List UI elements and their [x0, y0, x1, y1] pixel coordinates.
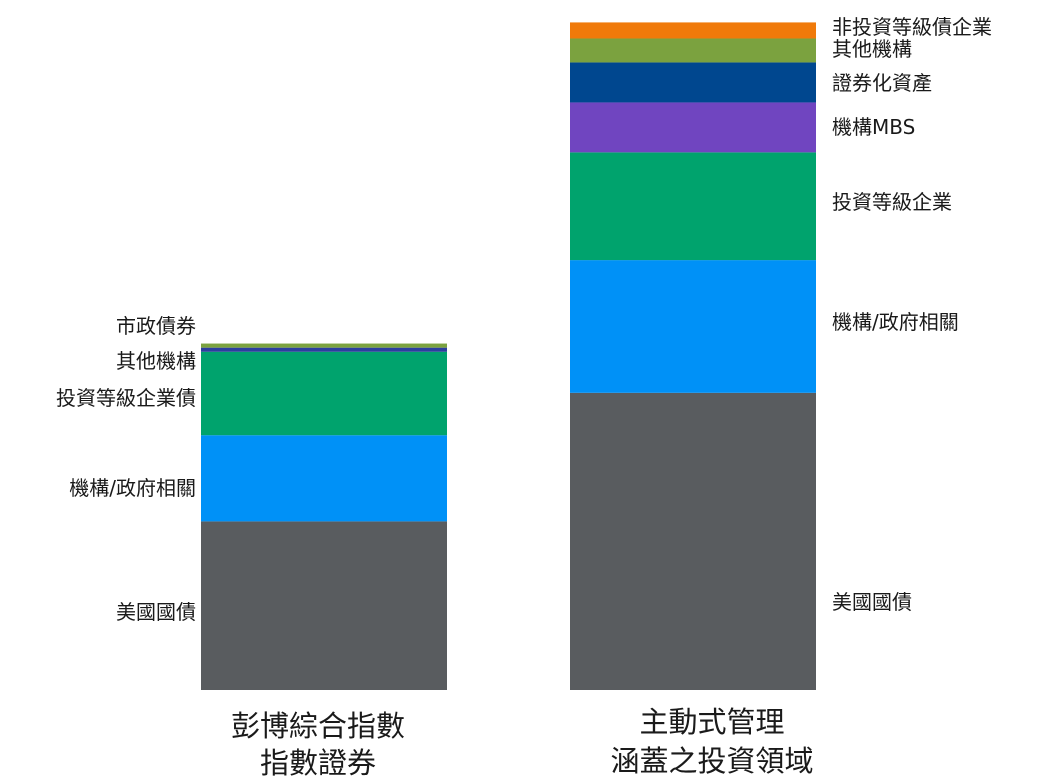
segment-label-2-2: 機構/政府相關 — [832, 310, 959, 334]
segment-label-2-3: 投資等級企業 — [832, 190, 952, 214]
segment-label-1-1: 美國國債 — [116, 600, 196, 624]
segment-label-2-1: 美國國債 — [832, 590, 912, 614]
bar-2-segment-3 — [570, 152, 816, 261]
bar-caption-2-line-2: 涵蓋之投資領域 — [610, 744, 813, 778]
bar-2-segment-7 — [570, 22, 816, 39]
bar-1-segment-1 — [201, 521, 447, 690]
bar-caption-1-line-1: 彭博綜合指數 — [231, 709, 405, 743]
bar-1-segment-5 — [201, 343, 447, 348]
bar-1-segment-2 — [201, 435, 447, 522]
bar-2-segment-2 — [570, 260, 816, 393]
segment-label-1-2: 機構/政府相關 — [69, 476, 196, 500]
segment-label-1-4: 其他機構 — [116, 349, 196, 373]
bar-caption-1-line-2: 指數證券 — [260, 746, 376, 780]
bar-caption-2-line-1: 主動式管理 — [639, 705, 784, 739]
bar-2-segment-6 — [570, 38, 816, 63]
bar-2-segment-5 — [570, 62, 816, 103]
segment-label-2-4: 機構MBS — [832, 115, 915, 139]
bar-1-segment-3 — [201, 351, 447, 436]
segment-label-1-3: 投資等級企業債 — [56, 386, 196, 410]
bar-2-segment-1 — [570, 392, 816, 690]
segment-label-2-7: 非投資等級債企業 — [832, 15, 992, 39]
bar-1-segment-4 — [201, 347, 447, 352]
segment-label-2-6: 其他機構 — [832, 37, 912, 61]
segment-label-2-5: 證券化資產 — [832, 71, 932, 95]
bar-2-segment-4 — [570, 102, 816, 153]
segment-label-1-5: 市政債券 — [116, 314, 196, 338]
